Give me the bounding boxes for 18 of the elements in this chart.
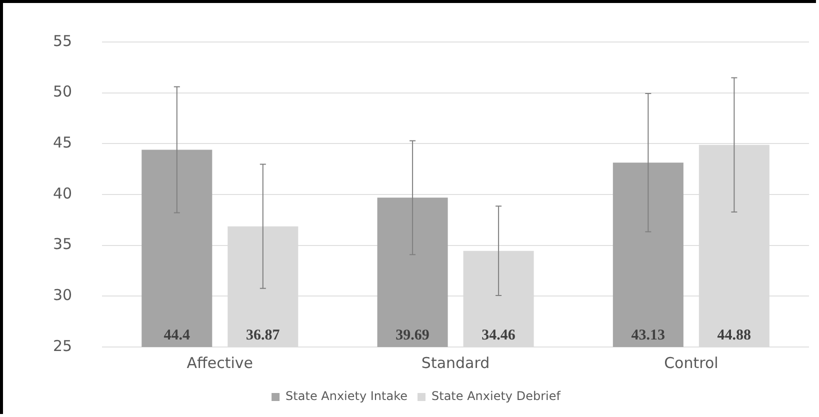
legend-label: State Anxiety Intake: [286, 389, 408, 404]
y-tick-label: 45: [52, 134, 72, 152]
y-tick-label: 40: [52, 184, 72, 202]
y-tick-label: 30: [52, 286, 72, 304]
data-label: 39.69: [396, 327, 430, 344]
data-label: 44.4: [164, 327, 191, 344]
x-tick-label: Standard: [421, 354, 490, 372]
legend-label: State Anxiety Debrief: [431, 389, 562, 404]
y-tick-label: 25: [52, 336, 72, 355]
x-tick-label: Control: [664, 354, 718, 372]
y-tick-label: 35: [52, 235, 72, 254]
data-label: 44.88: [717, 327, 752, 344]
y-tick-label: 50: [52, 82, 72, 101]
data-label: 36.87: [246, 327, 280, 344]
data-label: 34.46: [482, 327, 516, 344]
y-tick-label: 55: [52, 32, 72, 50]
data-label: 43.13: [631, 327, 666, 344]
x-tick-label: Affective: [186, 354, 254, 372]
